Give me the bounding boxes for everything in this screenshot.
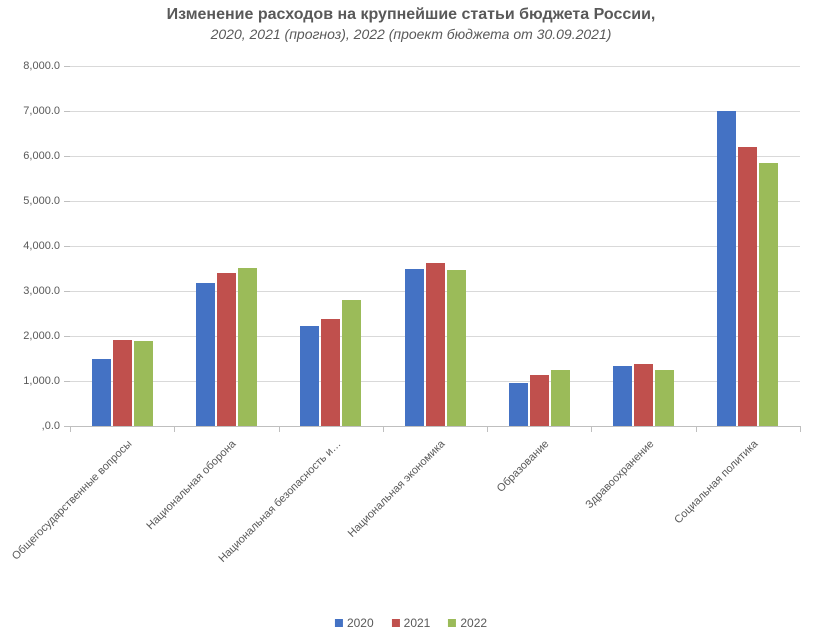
bar [447, 270, 466, 426]
y-tick-label: 2,000.0 [0, 330, 60, 342]
y-tick-mark [64, 111, 70, 112]
bar [509, 383, 528, 426]
x-tick-mark [800, 426, 801, 432]
gridline [70, 66, 800, 67]
y-tick-mark [64, 156, 70, 157]
bar [217, 273, 236, 426]
bar [196, 283, 215, 426]
chart-title: Изменение расходов на крупнейшие статьи … [0, 0, 822, 24]
bar [655, 370, 674, 426]
bar [321, 319, 340, 426]
y-tick-label: 3,000.0 [0, 285, 60, 297]
y-tick-mark [64, 201, 70, 202]
gridline [70, 111, 800, 112]
x-tick-mark [591, 426, 592, 432]
y-tick-label: 7,000.0 [0, 105, 60, 117]
budget-chart: Изменение расходов на крупнейшие статьи … [0, 0, 822, 638]
bar [634, 364, 653, 426]
bar [238, 268, 257, 426]
legend-label: 2022 [460, 616, 487, 630]
x-tick-mark [70, 426, 71, 432]
gridline [70, 156, 800, 157]
bar [113, 340, 132, 426]
legend-item: 2021 [392, 616, 431, 630]
legend-swatch [335, 619, 343, 627]
y-tick-label: 5,000.0 [0, 195, 60, 207]
y-tick-mark [64, 291, 70, 292]
x-tick-mark [279, 426, 280, 432]
legend-item: 2020 [335, 616, 374, 630]
chart-subtitle: 2020, 2021 (прогноз), 2022 (проект бюдже… [0, 24, 822, 48]
bar [426, 263, 445, 426]
y-tick-mark [64, 381, 70, 382]
y-tick-label: 4,000.0 [0, 240, 60, 252]
x-tick-mark [487, 426, 488, 432]
y-tick-mark [64, 246, 70, 247]
y-tick-label: 8,000.0 [0, 60, 60, 72]
y-tick-label: 1,000.0 [0, 375, 60, 387]
bar [92, 359, 111, 427]
bar [134, 341, 153, 426]
x-tick-mark [383, 426, 384, 432]
bar [530, 375, 549, 426]
y-tick-label: 6,000.0 [0, 150, 60, 162]
plot-area: ,0.01,000.02,000.03,000.04,000.05,000.06… [70, 66, 800, 426]
y-tick-label: ,0.0 [0, 420, 60, 432]
legend-item: 2022 [448, 616, 487, 630]
chart-legend: 2020 2021 2022 [335, 616, 487, 630]
x-tick-mark [174, 426, 175, 432]
bar [738, 147, 757, 426]
gridline [70, 246, 800, 247]
bar [551, 370, 570, 426]
y-tick-mark [64, 66, 70, 67]
legend-label: 2021 [404, 616, 431, 630]
bar [342, 300, 361, 426]
bar [300, 326, 319, 426]
bar [717, 111, 736, 426]
legend-label: 2020 [347, 616, 374, 630]
legend-swatch [392, 619, 400, 627]
y-tick-mark [64, 336, 70, 337]
bar [759, 163, 778, 426]
gridline [70, 201, 800, 202]
legend-swatch [448, 619, 456, 627]
bar [405, 269, 424, 426]
bar [613, 366, 632, 426]
x-tick-mark [696, 426, 697, 432]
